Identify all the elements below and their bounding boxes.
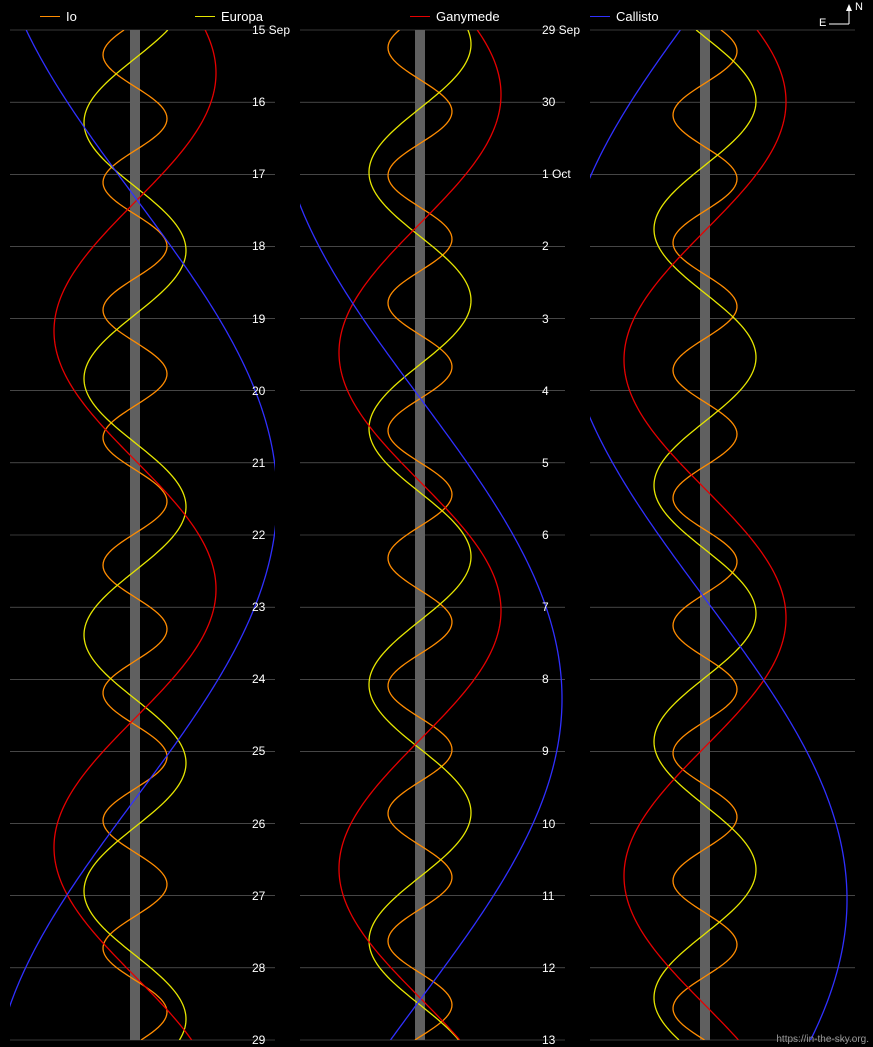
date-label: 28 [252,961,302,975]
date-label: 3 [0,167,12,181]
date-label: 26 [252,817,302,831]
date-label: 27 [252,889,302,903]
date-label: 7 [542,600,592,614]
date-label: 11 [542,889,592,903]
date-label: 17 [252,167,302,181]
date-label: 25 [252,744,302,758]
labels-layer: 1 Sep2345678910111213141515 Sep161718192… [0,0,873,1047]
date-label: 20 [252,384,302,398]
date-label: 2 [0,95,12,109]
date-label: 30 [542,95,592,109]
date-label: 15 [0,1033,12,1047]
date-label: 6 [0,384,12,398]
date-label: 6 [542,528,592,542]
date-label: 5 [0,312,12,326]
date-label: 10 [0,672,12,686]
credit-text: https://in-the-sky.org. [776,1034,869,1045]
date-label: 1 Sep [0,23,12,37]
date-label: 12 [0,817,12,831]
date-label: 4 [0,239,12,253]
date-label: 13 [0,889,12,903]
date-label: 24 [252,672,302,686]
date-label: 11 [0,744,12,758]
date-label: 13 [542,1033,592,1047]
date-label: 9 [542,744,592,758]
date-label: 5 [542,456,592,470]
date-label: 23 [252,600,302,614]
date-label: 16 [252,95,302,109]
date-label: 2 [542,239,592,253]
date-label: 9 [0,600,12,614]
date-label: 29 Sep [542,23,592,37]
date-label: 4 [542,384,592,398]
chart-root: { "canvas": { "width": 873, "height": 10… [0,0,873,1047]
date-label: 19 [252,312,302,326]
date-label: 3 [542,312,592,326]
date-label: 22 [252,528,302,542]
date-label: 15 Sep [252,23,302,37]
date-label: 14 [0,961,12,975]
date-label: 12 [542,961,592,975]
date-label: 7 [0,456,12,470]
date-label: 18 [252,239,302,253]
date-label: 8 [0,528,12,542]
date-label: 29 [252,1033,302,1047]
date-label: 21 [252,456,302,470]
date-label: 1 Oct [542,167,592,181]
date-label: 8 [542,672,592,686]
date-label: 10 [542,817,592,831]
